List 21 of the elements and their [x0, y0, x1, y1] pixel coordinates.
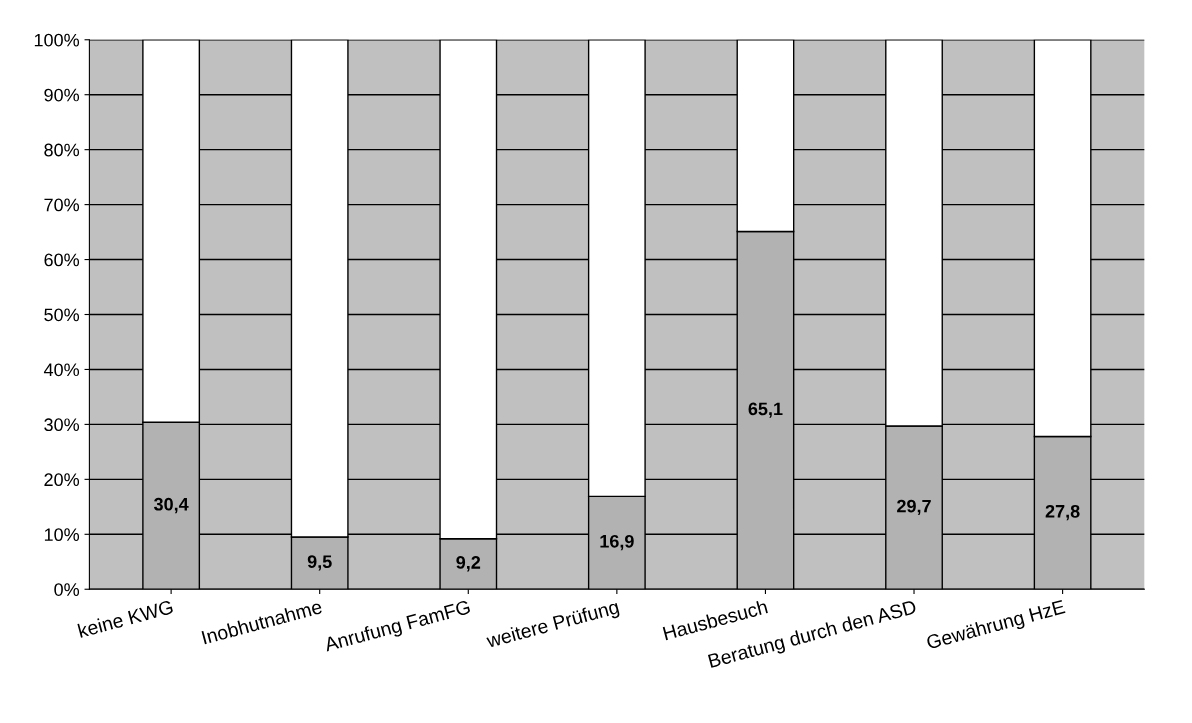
y-tick-label: 100%	[34, 33, 80, 47]
data-label: 65,1	[748, 402, 783, 418]
y-tick-label: 50%	[44, 308, 80, 322]
data-label: 16,9	[600, 534, 634, 551]
data-label: 27,8	[1045, 504, 1080, 521]
data-label: 9,5	[307, 555, 332, 571]
x-tick-label: weitere Prüfung	[485, 599, 621, 652]
x-tick-label: keine KWG	[77, 599, 174, 638]
data-label: 9,2	[456, 556, 481, 572]
y-tick-label: 40%	[43, 363, 80, 377]
y-tick-label: 90%	[44, 88, 80, 102]
y-tick-label: 70%	[44, 198, 80, 212]
y-tick-label: 60%	[44, 253, 80, 267]
y-tick-label: 0%	[54, 583, 80, 596]
y-tick-label: 20%	[44, 473, 80, 487]
y-tick-label: 80%	[44, 143, 80, 157]
y-tick-label: 10%	[44, 528, 80, 542]
data-label: 30,4	[153, 497, 189, 514]
x-tick-label: Anrufung FamFG	[323, 599, 472, 656]
y-tick-label: 30%	[44, 418, 80, 432]
data-label: 29,7	[897, 499, 931, 516]
